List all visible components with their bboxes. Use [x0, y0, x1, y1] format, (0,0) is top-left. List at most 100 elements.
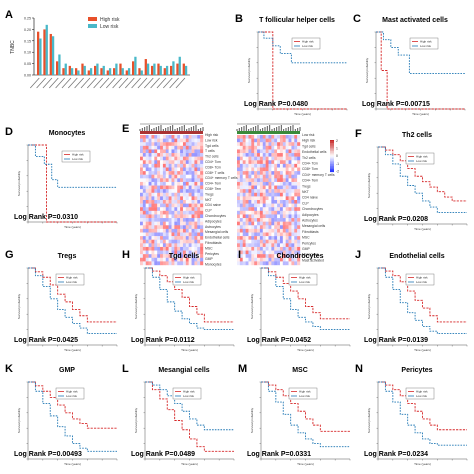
heat-cell: [262, 239, 266, 244]
heatmap-row-label-left: CD4+ Tem: [205, 182, 221, 186]
heat-cell: [242, 214, 246, 219]
heat-cell: [285, 189, 289, 193]
heat-cell: [285, 250, 289, 255]
heat-cell: [160, 149, 164, 154]
heat-cell: [277, 181, 281, 186]
heat-cell: [277, 250, 281, 255]
km-legend-box: [405, 273, 435, 286]
heat-cell: [174, 149, 178, 154]
heat-cell: [262, 228, 266, 233]
x-category-label-mark: [55, 77, 65, 89]
heat-cell: [291, 218, 295, 222]
heat-cell: [145, 207, 149, 212]
heat-cell: [194, 254, 198, 258]
heat-cell: [142, 174, 146, 179]
heat-cell: [154, 246, 158, 251]
heat-cell: [188, 174, 192, 179]
heat-cell: [168, 218, 172, 222]
panel-title-k: GMP: [59, 367, 75, 374]
heat-cell: [174, 221, 178, 226]
heat-cell: [274, 228, 278, 233]
heat-cell: [180, 149, 184, 154]
heat-cell: [282, 218, 286, 222]
heat-cell: [151, 225, 155, 230]
heat-cell: [262, 261, 266, 266]
heat-cell: [262, 200, 266, 204]
heat-cell: [140, 246, 144, 251]
heat-cell: [277, 196, 281, 201]
heat-cell: [239, 207, 243, 212]
heat-cell: [268, 153, 272, 157]
heat-cell: [191, 189, 195, 193]
heat-cell: [188, 142, 192, 147]
heat-cell: [145, 156, 149, 161]
heat-cell: [200, 178, 204, 183]
heatmap-row-label-right: CD4+ Tem: [302, 179, 318, 183]
heat-cell: [268, 145, 272, 150]
heat-cell: [245, 171, 249, 175]
heat-cell: [277, 257, 281, 262]
heat-cell: [262, 163, 266, 168]
heat-cell: [162, 254, 166, 258]
heat-cell: [237, 221, 241, 226]
heatmap-row-label-right: CD4+ memory T cells: [302, 173, 335, 177]
panel-title-c: Mast activated cells: [382, 17, 448, 24]
heat-cell: [185, 218, 189, 222]
heat-cell: [148, 214, 152, 219]
heat-cell: [251, 181, 255, 186]
heat-cell: [180, 200, 184, 204]
heat-cell: [182, 225, 187, 230]
heat-cell: [194, 156, 198, 161]
heat-cell: [177, 163, 181, 168]
bar: [138, 68, 141, 75]
heat-cell: [254, 163, 258, 168]
heat-cell: [140, 196, 144, 201]
heat-cell: [259, 254, 263, 258]
heat-cell: [268, 171, 272, 175]
heat-cell: [251, 207, 255, 212]
heat-cell: [279, 203, 284, 208]
heat-cell: [237, 135, 241, 139]
heat-cell: [265, 207, 269, 212]
heat-cell: [154, 232, 158, 237]
heat-cell: [182, 174, 187, 179]
heat-cell: [248, 196, 252, 201]
heat-cell: [251, 228, 255, 233]
heat-cell: [157, 232, 161, 237]
heat-cell: [180, 232, 184, 237]
heat-cell: [171, 163, 175, 168]
heat-cell: [245, 163, 249, 168]
bar: [184, 65, 188, 75]
heat-cell: [282, 243, 286, 248]
heat-cell: [197, 178, 201, 183]
heat-cell: [285, 138, 289, 143]
heat-cell: [165, 156, 169, 161]
heat-cell: [140, 178, 144, 183]
x-category-label-mark: [93, 77, 103, 89]
heat-cell: [268, 243, 272, 248]
heat-cell: [265, 189, 269, 193]
heat-cell: [142, 218, 146, 222]
heat-cell: [245, 246, 249, 251]
x-category-label-mark: [124, 77, 135, 89]
heat-cell: [242, 257, 246, 262]
heat-cell: [142, 178, 146, 183]
y-tick-label: 0.25: [24, 17, 31, 21]
heat-cell: [162, 178, 166, 183]
heat-cell: [157, 225, 161, 230]
heat-cell: [257, 142, 261, 147]
heat-cell: [191, 171, 195, 175]
heat-cell: [185, 145, 189, 150]
heat-cell: [140, 257, 144, 262]
dendrogram-right: [236, 123, 301, 131]
heat-cell: [171, 232, 175, 237]
heat-cell: [168, 192, 172, 197]
heat-cell: [268, 236, 272, 240]
heat-cell: [165, 174, 169, 179]
heatmap-row-label-right: CD4 naive: [302, 196, 318, 200]
y-tick-label: 0.20: [24, 28, 31, 32]
heat-cell: [182, 156, 187, 161]
bar: [77, 70, 80, 75]
bar: [62, 68, 65, 75]
